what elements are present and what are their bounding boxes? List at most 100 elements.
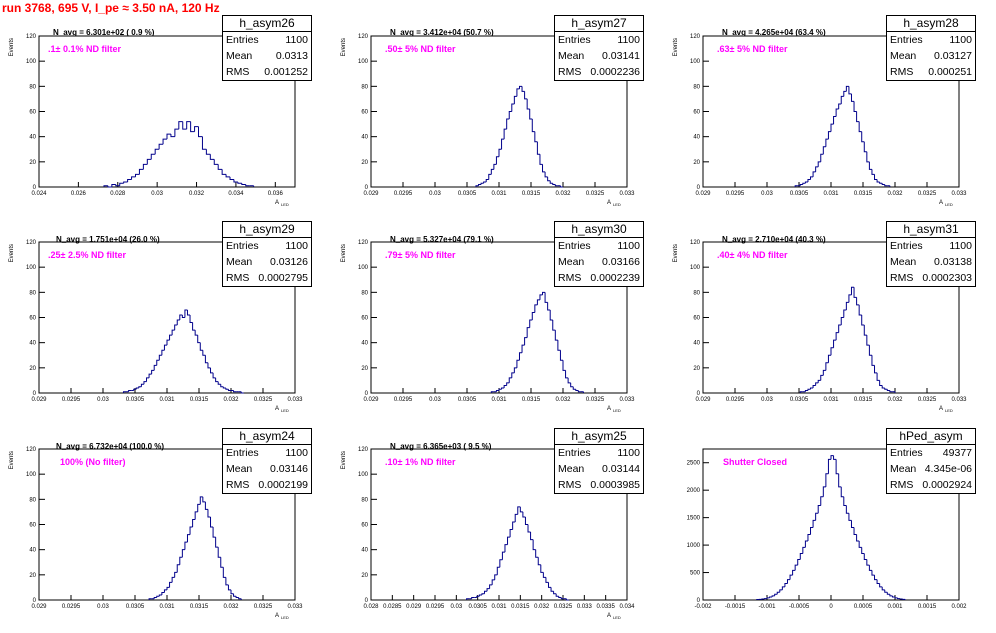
histogram-bin [857, 112, 860, 122]
x-tick-label: 0.031 [159, 397, 175, 403]
histogram-bin [226, 577, 229, 585]
x-tick-label: 0.001 [887, 604, 903, 610]
histogram-bin [159, 144, 163, 149]
histogram-bin [228, 585, 231, 590]
histogram-bin [859, 305, 862, 315]
n-avg-label: N_avg = 6.732e+04 (100.0 %) [56, 442, 164, 451]
histogram-bin [155, 149, 159, 154]
page-title: run 3768, 695 V, I_pe ≈ 3.50 nA, 120 Hz [2, 1, 220, 15]
x-tick-label: 0.0315 [522, 191, 541, 197]
histogram-bin [164, 590, 167, 593]
histogram-bin [548, 302, 551, 310]
histogram-bin [221, 557, 224, 567]
histogram-bin [527, 99, 530, 109]
histogram-bin [520, 507, 523, 512]
stats-box-title: h_asym28 [887, 16, 975, 32]
x-tick-label: 0.0305 [790, 397, 809, 403]
y-tick-label: 100 [358, 472, 369, 478]
y-tick-label: 80 [29, 84, 36, 90]
histogram-bin [805, 541, 808, 547]
histogram-bin [132, 177, 136, 180]
n-avg-label: N_avg = 4.265e+04 (63.4 %) [722, 28, 826, 37]
x-tick-label: 0.0315 [190, 397, 209, 403]
y-tick-label: 60 [693, 316, 700, 322]
histogram-bin [831, 124, 834, 132]
histogram-bin [857, 534, 860, 541]
y-tick-label: 80 [361, 497, 368, 503]
y-tick-label: 120 [690, 240, 701, 246]
histogram-bin [200, 343, 203, 351]
histogram-bin [808, 389, 811, 390]
histogram-bin [836, 459, 839, 473]
histogram-bin [214, 159, 218, 164]
x-tick-label: -0.002 [694, 604, 712, 610]
histogram-bin [216, 537, 219, 547]
histogram-bin [230, 177, 234, 180]
histogram-bin [834, 117, 837, 125]
y-tick-label: 1500 [687, 516, 701, 522]
stats-label-entries: Entries [558, 238, 591, 254]
histogram-bin [487, 589, 490, 592]
stats-box-title: h_asym30 [555, 222, 643, 238]
histogram-bin [887, 592, 890, 594]
histogram-bin [823, 487, 826, 497]
y-tick-label: 20 [29, 160, 36, 166]
x-tick-label: 0.032 [555, 397, 571, 403]
histogram-bin [187, 122, 191, 130]
y-tick-label: 60 [29, 523, 36, 529]
histogram-bin [559, 596, 562, 597]
stats-label-rms: RMS [890, 64, 913, 80]
histogram-bin [841, 487, 844, 497]
histogram-bin [222, 169, 226, 174]
histogram-bin [530, 320, 533, 328]
histogram-bin [484, 182, 487, 183]
x-axis-title-subscript: LED [281, 615, 289, 620]
histogram-bin [139, 387, 142, 388]
histogram-bin [242, 183, 246, 184]
y-tick-label: 80 [693, 290, 700, 296]
histogram-bin [505, 545, 508, 553]
histogram-bin [193, 323, 196, 331]
histogram-bin [775, 594, 778, 596]
stats-box-title: hPed_asym [887, 429, 975, 445]
histogram-bin [885, 590, 888, 592]
histogram-bin [190, 315, 193, 323]
histogram-bin [566, 599, 569, 600]
histogram-bin [246, 184, 250, 185]
histogram-bin [828, 459, 831, 473]
y-tick-label: 40 [361, 341, 368, 347]
y-tick-label: 2000 [687, 488, 701, 494]
histogram-bin [514, 96, 517, 104]
stats-label-entries: Entries [226, 32, 259, 48]
stats-label-mean: Mean [226, 461, 252, 477]
stats-value-rms: 0.0003985 [590, 477, 640, 493]
histogram-bin [154, 597, 157, 598]
x-tick-label: 0.034 [619, 604, 635, 610]
histogram-bin [793, 570, 796, 575]
x-tick-label: 0.0325 [918, 191, 937, 197]
stats-value-rms: 0.0002199 [258, 477, 308, 493]
histogram-bin [836, 109, 839, 117]
x-tick-label: 0.0295 [426, 604, 445, 610]
y-tick-label: 100 [358, 265, 369, 271]
histogram-bin [555, 330, 558, 340]
histogram-bin [800, 554, 803, 560]
histogram-bin [541, 565, 544, 573]
stats-label-entries: Entries [890, 238, 923, 254]
x-tick-label: 0.032 [223, 397, 239, 403]
histogram-bin [141, 384, 144, 387]
x-tick-label: 0.002 [951, 604, 967, 610]
x-tick-label: 0.0005 [854, 604, 873, 610]
histogram-bin [560, 350, 563, 360]
histogram-bin [803, 547, 806, 553]
histogram-bin [495, 575, 498, 580]
histogram-bin [203, 497, 206, 502]
stats-value-entries: 49377 [943, 445, 972, 461]
x-tick-label: 0.03 [429, 397, 441, 403]
histogram-bin [826, 139, 829, 147]
x-axis-title: A [607, 200, 611, 206]
